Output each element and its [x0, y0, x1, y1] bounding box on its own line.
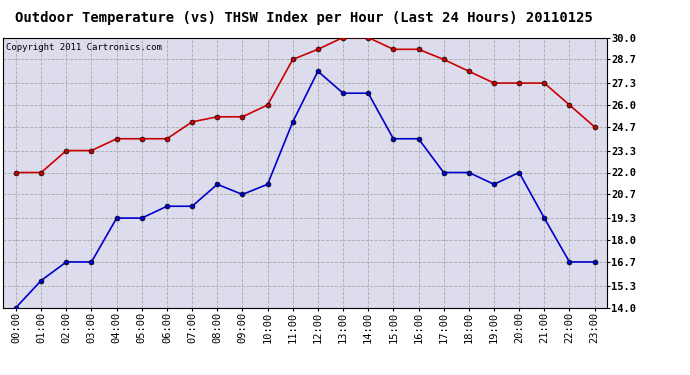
Text: Copyright 2011 Cartronics.com: Copyright 2011 Cartronics.com	[6, 43, 162, 52]
Text: Outdoor Temperature (vs) THSW Index per Hour (Last 24 Hours) 20110125: Outdoor Temperature (vs) THSW Index per …	[14, 11, 593, 25]
